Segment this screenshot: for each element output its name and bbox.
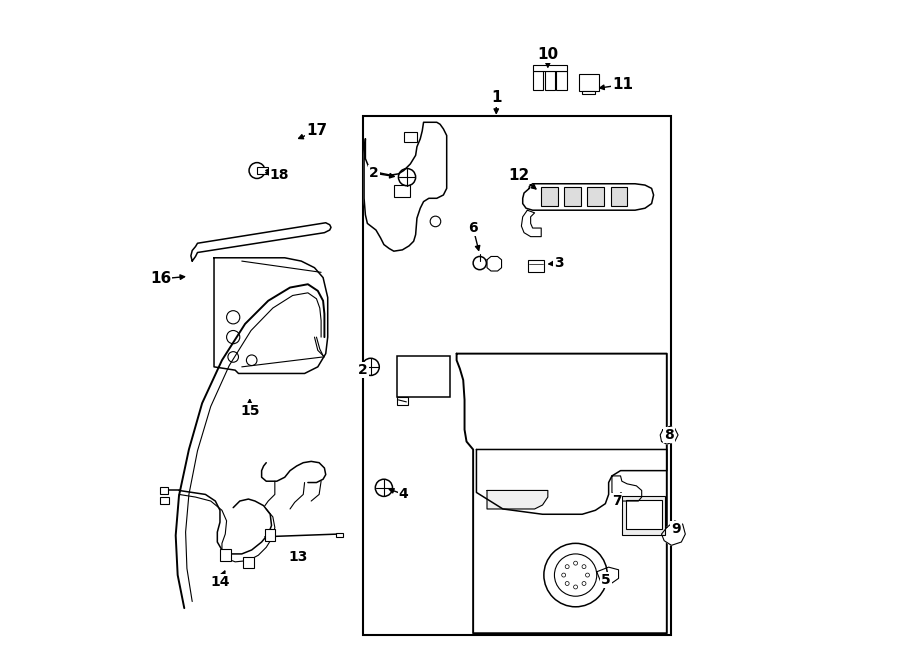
Text: 18: 18 [270,168,289,182]
Text: 11: 11 [613,77,634,92]
Bar [626,500,662,529]
Bar [363,116,671,635]
Bar [243,557,254,568]
Polygon shape [191,223,331,261]
Bar [528,260,544,272]
Bar [541,187,558,206]
Bar [397,356,450,397]
Bar [257,167,268,174]
Text: 17: 17 [306,124,327,138]
Bar [582,91,596,94]
Text: 6: 6 [468,221,478,235]
Text: 7: 7 [612,494,621,508]
Text: 5: 5 [601,573,611,588]
Bar [394,185,410,197]
Text: 12: 12 [508,168,530,182]
Polygon shape [521,210,541,237]
Polygon shape [523,184,653,210]
Bar [579,74,599,91]
Polygon shape [662,521,685,545]
Text: 9: 9 [671,522,681,536]
Text: 10: 10 [537,47,558,61]
Text: 2: 2 [369,166,379,180]
Bar [533,65,567,71]
Bar [556,71,567,90]
Bar [622,496,665,535]
Bar [265,529,275,541]
Polygon shape [661,426,678,444]
Polygon shape [487,256,501,271]
Bar [397,397,408,405]
Text: 13: 13 [288,549,308,564]
Text: 15: 15 [240,404,259,418]
Polygon shape [487,490,548,509]
Polygon shape [214,258,328,373]
Polygon shape [364,122,446,251]
Text: 1: 1 [491,91,501,105]
Text: 14: 14 [211,574,230,589]
Bar [564,187,580,206]
Text: 4: 4 [399,487,409,502]
Bar [160,497,169,504]
Bar [544,71,555,90]
Bar [533,71,544,90]
Text: 2: 2 [358,363,367,377]
Bar [610,187,627,206]
Bar [404,132,417,142]
Text: 16: 16 [150,272,171,286]
Bar [160,487,168,494]
Bar [337,533,343,537]
Polygon shape [597,567,618,583]
Text: 3: 3 [554,256,564,270]
Polygon shape [456,354,667,633]
Bar [588,187,604,206]
Text: 8: 8 [664,428,674,442]
Polygon shape [612,476,642,501]
Bar [220,549,230,561]
